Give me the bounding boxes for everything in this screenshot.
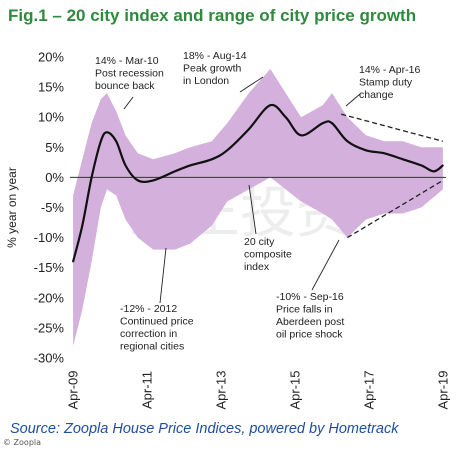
- index-point: [152, 179, 155, 182]
- index-point: [300, 134, 302, 137]
- index-point: [420, 164, 423, 167]
- chart-title: Fig.1 – 20 city index and range of city …: [8, 6, 417, 25]
- annotation-leader-line: [159, 247, 167, 304]
- y-tick-label: 0%: [45, 170, 64, 185]
- y-tick-label: -30%: [34, 351, 65, 366]
- annotation-leader-line: [123, 96, 134, 110]
- index-point: [226, 149, 228, 152]
- index-point: [173, 170, 176, 173]
- x-tick-label: Apr-11: [140, 371, 155, 409]
- index-point: [124, 164, 127, 167]
- index-point: [402, 158, 404, 161]
- index-point: [247, 128, 250, 131]
- credit-label: © Zoopla: [3, 438, 42, 447]
- x-tick-label: Apr-09: [66, 370, 81, 409]
- annotation-leader-line: [345, 93, 361, 107]
- y-tick-label: -20%: [34, 290, 65, 305]
- index-point: [100, 140, 102, 143]
- trend-line-lower: [347, 179, 444, 239]
- annotation-label: 20 city composite index: [244, 236, 292, 273]
- index-point: [432, 170, 435, 173]
- index-point: [284, 116, 287, 118]
- annotation-leader-line: [239, 76, 264, 93]
- annotation-label: 18% - Aug-14 Peak growth in London: [183, 50, 247, 87]
- index-point: [210, 158, 213, 161]
- x-tick-label: Apr-17: [361, 370, 376, 409]
- index-point: [331, 122, 333, 125]
- index-point: [115, 140, 118, 143]
- source-note: Source: Zoopla House Price Indices, powe…: [10, 421, 399, 437]
- x-tick-label: Apr-15: [287, 370, 302, 409]
- y-tick-label: 10%: [38, 110, 64, 125]
- index-point: [321, 122, 324, 125]
- y-tick-label: -10%: [34, 230, 65, 245]
- index-point: [269, 104, 272, 106]
- x-tick-label: Apr-19: [435, 370, 450, 409]
- trend-line-upper: [341, 113, 444, 142]
- index-point: [72, 260, 74, 263]
- index-point: [81, 224, 84, 227]
- y-tick-label: -5%: [41, 200, 65, 215]
- y-tick-label: -25%: [34, 320, 65, 335]
- index-point: [137, 179, 139, 182]
- annotation-label: -12% - 2012 Continued price correction in r…: [120, 303, 194, 353]
- y-axis-label: % year on year: [5, 167, 19, 248]
- index-point: [106, 131, 108, 134]
- y-tick-label: 15%: [38, 80, 64, 95]
- index-point: [365, 149, 367, 152]
- y-tick-label: -15%: [34, 260, 65, 275]
- index-point: [346, 140, 349, 143]
- range-band: [73, 69, 443, 346]
- index-point: [90, 176, 93, 179]
- x-tick-label: Apr-13: [214, 370, 229, 409]
- y-tick-label: 20%: [38, 50, 64, 65]
- index-point: [442, 164, 444, 167]
- y-tick-label: 5%: [45, 140, 64, 155]
- index-point: [383, 152, 386, 155]
- annotation-label: 14% - Apr-16 Stamp duty change: [359, 64, 420, 101]
- annotation-leader-line: [311, 239, 340, 291]
- annotation-label: -10% - Sep-16 Price falls in Aberdeen post…: [276, 291, 344, 341]
- annotation-leader-line: [248, 184, 257, 235]
- index-point: [189, 164, 191, 167]
- annotation-label: 14% - Mar-10 Post recession bounce back: [95, 55, 164, 92]
